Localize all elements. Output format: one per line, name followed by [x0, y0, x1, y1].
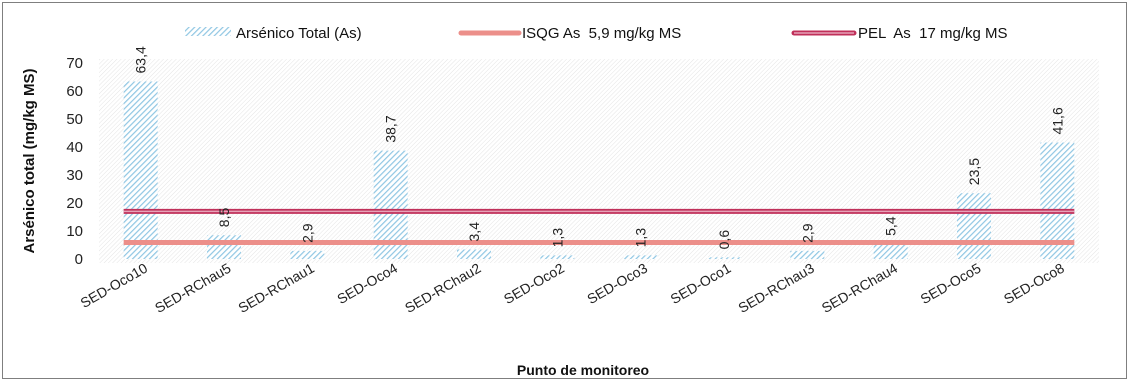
bar-data-label: 2,9 [799, 223, 815, 243]
bar [873, 243, 908, 259]
bar-data-label: 5,4 [883, 216, 899, 236]
y-axis-title: Arsénico total (mg/kg MS) [21, 68, 38, 253]
plot-area-background [99, 59, 1099, 263]
bar-data-label: 23,5 [966, 158, 982, 185]
y-axis: 0 10 20 30 40 50 60 70 [66, 55, 83, 268]
legend: Arsénico Total (As) ISQG As 5,9 mg/kg MS… [185, 25, 1008, 42]
x-tick-label: SED-Oco2 [501, 260, 567, 307]
x-tick-label: SED-Oco10 [77, 260, 150, 311]
bar-data-label: 3,4 [466, 222, 482, 242]
bar-data-label: 41,6 [1049, 107, 1065, 134]
y-tick-label: 30 [66, 167, 83, 184]
x-tick-label: SED-Oco3 [584, 260, 650, 307]
bar-data-label: 1,3 [549, 228, 565, 248]
x-tick-label: SED-RChau4 [819, 260, 901, 316]
bar [623, 255, 658, 259]
x-tick-label: SED-Oco5 [918, 260, 984, 307]
bar [457, 249, 491, 259]
bar-data-label: 0,6 [716, 230, 732, 250]
bar [707, 257, 741, 259]
x-tick-label: SED-RChau2 [402, 260, 484, 316]
reference-lines-layer [123, 208, 1075, 245]
bar-data-label: 1,3 [633, 228, 649, 248]
bar [540, 255, 575, 259]
x-axis: SED-Oco10 SED-RChau5 SED-RChau1 SED-Oco4 SED… [77, 260, 1067, 316]
bar [290, 250, 325, 259]
bar [790, 250, 825, 259]
legend-label-arsenic: Arsénico Total (As) [236, 25, 362, 42]
bar [957, 193, 991, 259]
x-axis-title: Punto de monitoreo [517, 362, 649, 378]
chart-frame: 63,4 8,5 2,9 38,7 3,4 1,3 1,3 0,6 2,9 5,4 23,5 41,6… [2, 2, 1127, 379]
bar [207, 235, 241, 259]
x-tick-label: SED-Oco4 [334, 260, 400, 307]
y-tick-label: 60 [66, 83, 83, 100]
arsenic-bar-chart: 63,4 8,5 2,9 38,7 3,4 1,3 1,3 0,6 2,9 5,4 23,5 41,6… [21, 25, 1099, 378]
bars-layer [123, 81, 1075, 259]
y-tick-label: 50 [66, 111, 83, 128]
y-tick-label: 0 [75, 251, 83, 268]
bar-data-label: 38,7 [383, 115, 399, 142]
legend-label-pel: PEL As 17 mg/kg MS [858, 25, 1008, 42]
x-tick-label: SED-Oco8 [1001, 260, 1067, 307]
bar [1040, 142, 1075, 259]
bar-data-label: 8,5 [216, 208, 232, 228]
x-tick-label: SED-RChau5 [152, 260, 234, 316]
bar [123, 81, 158, 259]
y-tick-label: 70 [66, 55, 83, 72]
bar-data-label: 63,4 [133, 46, 149, 73]
legend-label-isqg: ISQG As 5,9 mg/kg MS [522, 25, 681, 42]
y-tick-label: 10 [66, 223, 83, 240]
data-labels-layer: 63,4 8,5 2,9 38,7 3,4 1,3 1,3 0,6 2,9 5,4 23,5 41,6 [133, 46, 1066, 249]
y-tick-label: 40 [66, 139, 83, 156]
x-tick-label: SED-Oco1 [668, 260, 734, 307]
x-tick-label: SED-RChau3 [735, 260, 817, 316]
bar-data-label: 2,9 [299, 223, 315, 243]
y-tick-label: 20 [66, 195, 83, 212]
legend-swatch-arsenic [185, 27, 231, 36]
x-tick-label: SED-RChau1 [235, 260, 317, 316]
